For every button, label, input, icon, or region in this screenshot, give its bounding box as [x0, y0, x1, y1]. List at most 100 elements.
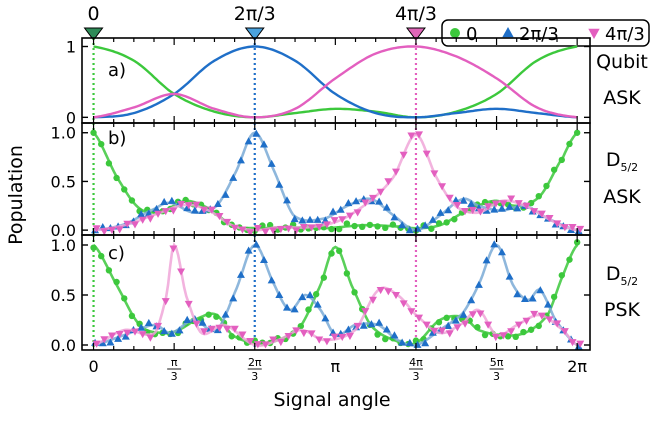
data-point-0 [90, 244, 97, 251]
data-point-0 [320, 274, 328, 281]
data-point-1 [398, 221, 407, 229]
data-point-2 [131, 328, 139, 336]
xtick-label-denominator: 3 [171, 370, 178, 383]
data-point-1 [121, 332, 130, 340]
data-point-1 [375, 197, 384, 205]
data-point-0 [213, 313, 220, 320]
data-point-0 [566, 140, 573, 148]
data-point-0 [90, 129, 97, 136]
data-point-0 [128, 312, 136, 320]
data-point-2 [345, 332, 354, 341]
data-point-2 [553, 320, 562, 328]
data-point-1 [236, 270, 245, 278]
side-label-subscript: 5/2 [620, 275, 638, 288]
data-point-1 [298, 216, 307, 224]
xtick-label: 2π [567, 357, 587, 376]
data-point-1 [444, 206, 453, 214]
data-point-0 [374, 223, 381, 230]
data-point-2 [438, 183, 447, 191]
data-point-2 [399, 300, 408, 308]
data-point-1 [490, 240, 499, 248]
data-point-2 [184, 300, 193, 308]
data-point-2 [392, 292, 400, 300]
data-point-0 [305, 306, 312, 313]
side-label-bottom: ASK [603, 87, 641, 109]
data-point-0 [382, 224, 389, 232]
data-point-1 [313, 300, 322, 308]
data-point-0 [351, 222, 358, 230]
xtick-label-denominator: 3 [251, 370, 258, 383]
ytick-label: 0.0 [51, 336, 76, 355]
data-point-2 [576, 225, 585, 234]
data-point-2 [192, 201, 201, 209]
data-point-2 [115, 330, 124, 339]
data-point-0 [259, 222, 266, 229]
data-point-1 [252, 129, 261, 137]
panel-label: c) [108, 243, 125, 264]
data-point-0 [443, 219, 450, 226]
ytick-label: 1 [66, 38, 76, 57]
data-point-1 [290, 305, 299, 313]
fit-line-2 [93, 133, 578, 232]
data-point-1 [321, 314, 330, 322]
data-point-0 [435, 220, 443, 227]
data-point-2 [322, 338, 331, 346]
xtick-label-numerator: 2π [248, 356, 262, 369]
data-point-2 [161, 298, 170, 306]
data-point-0 [558, 156, 566, 164]
data-point-1 [505, 202, 514, 210]
data-point-2 [560, 224, 569, 232]
data-point-0 [351, 289, 358, 296]
data-point-2 [276, 338, 285, 347]
data-point-2 [560, 328, 569, 336]
top-marker-label: 0 [87, 3, 99, 25]
data-point-2 [322, 221, 331, 229]
data-point-1 [275, 290, 284, 299]
data-point-2 [430, 170, 439, 178]
data-point-1 [183, 315, 192, 323]
data-point-1 [229, 294, 238, 302]
ytick-label: 0.5 [51, 286, 76, 305]
data-point-0 [335, 247, 343, 255]
data-point-2 [246, 338, 255, 346]
data-point-0 [343, 220, 351, 227]
data-point-0 [328, 225, 335, 233]
data-point-2 [530, 208, 539, 216]
data-point-2 [376, 188, 385, 196]
data-point-2 [315, 336, 324, 344]
data-point-0 [527, 199, 535, 207]
data-point-1 [213, 326, 222, 334]
plot-area [90, 129, 585, 235]
data-point-2 [553, 220, 562, 228]
data-point-1 [259, 140, 268, 148]
data-point-2 [568, 339, 577, 347]
data-point-1 [313, 215, 322, 223]
data-point-2 [246, 229, 255, 235]
data-point-1 [137, 210, 146, 218]
data-point-0 [121, 186, 128, 193]
data-point-2 [123, 329, 132, 337]
data-point-1 [451, 196, 460, 204]
data-point-2 [115, 226, 124, 234]
ytick-label: 0.0 [51, 221, 76, 240]
data-point-1 [505, 272, 514, 280]
data-point-2 [468, 311, 477, 319]
side-label-subscript: 5/2 [620, 161, 638, 174]
data-point-2 [499, 200, 508, 208]
data-point-2 [415, 314, 424, 322]
data-point-0 [113, 174, 120, 182]
data-point-2 [576, 340, 585, 348]
data-point-2 [100, 336, 109, 344]
data-point-2 [299, 330, 308, 338]
xtick-label-numerator: 5π [490, 356, 504, 369]
data-point-0 [535, 322, 542, 330]
data-point-1 [390, 331, 399, 339]
data-point-2 [261, 341, 270, 349]
data-point-0 [113, 278, 120, 286]
data-point-2 [230, 224, 239, 232]
data-point-2 [384, 178, 393, 186]
data-point-1 [520, 294, 529, 302]
data-point-2 [154, 210, 163, 218]
legend-label: 2π/3 [519, 24, 559, 45]
